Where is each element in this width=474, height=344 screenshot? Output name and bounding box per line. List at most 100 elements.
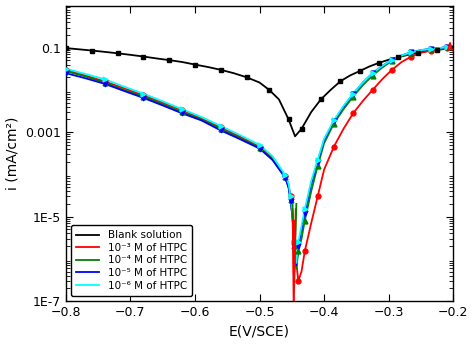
10⁻⁶ M of HTPC [302,207,308,211]
10⁻⁴ M of HTPC [299,237,304,241]
10⁻³ M of HTPC [257,145,263,149]
Line: 10⁻⁵ M of HTPC: 10⁻⁵ M of HTPC [66,46,453,265]
10⁻³ M of HTPC [450,45,456,49]
10⁻⁵ M of HTPC [121,89,127,93]
10⁻³ M of HTPC [389,68,395,72]
10⁻³ M of HTPC [315,194,320,198]
10⁻³ M of HTPC [399,60,404,64]
10⁻⁴ M of HTPC [315,164,320,168]
10⁻⁶ M of HTPC [299,224,304,228]
10⁻⁵ M of HTPC [331,119,337,123]
Blank solution [347,74,353,78]
10⁻⁴ M of HTPC [409,51,414,55]
10⁻⁵ M of HTPC [218,128,224,132]
Blank solution [309,110,314,114]
X-axis label: E(V/SCE): E(V/SCE) [229,324,290,338]
10⁻⁶ M of HTPC [350,92,356,96]
10⁻³ M of HTPC [428,49,434,53]
10⁻⁶ M of HTPC [82,72,88,76]
10⁻⁵ M of HTPC [302,211,308,215]
Blank solution [328,88,333,92]
10⁻⁴ M of HTPC [288,198,293,202]
Blank solution [376,61,382,65]
10⁻⁴ M of HTPC [121,88,127,92]
10⁻⁴ M of HTPC [379,65,385,69]
10⁻⁵ M of HTPC [293,263,299,267]
10⁻⁴ M of HTPC [428,47,434,51]
10⁻³ M of HTPC [409,54,414,58]
10⁻⁶ M of HTPC [399,53,404,57]
Blank solution [192,63,198,67]
Blank solution [286,117,292,121]
10⁻³ M of HTPC [379,77,385,81]
10⁻⁴ M of HTPC [295,249,301,254]
10⁻⁵ M of HTPC [82,76,88,80]
Line: 10⁻³ M of HTPC: 10⁻³ M of HTPC [66,47,453,281]
10⁻⁵ M of HTPC [283,176,288,180]
10⁻⁵ M of HTPC [438,46,443,50]
Blank solution [405,53,411,57]
10⁻³ M of HTPC [370,88,375,92]
10⁻⁵ M of HTPC [360,80,366,85]
10⁻⁴ M of HTPC [370,74,375,78]
10⁻⁴ M of HTPC [399,54,404,58]
10⁻⁶ M of HTPC [257,143,263,147]
10⁻⁴ M of HTPC [360,83,366,87]
10⁻³ M of HTPC [283,174,288,179]
10⁻⁵ M of HTPC [428,47,434,51]
10⁻⁵ M of HTPC [389,58,395,62]
10⁻⁴ M of HTPC [140,95,146,99]
10⁻⁵ M of HTPC [290,215,295,219]
10⁻⁴ M of HTPC [199,117,204,121]
10⁻³ M of HTPC [309,221,314,225]
10⁻³ M of HTPC [418,51,424,55]
10⁻⁴ M of HTPC [438,46,443,50]
10⁻⁶ M of HTPC [360,80,366,85]
10⁻³ M of HTPC [331,145,337,149]
10⁻⁶ M of HTPC [140,92,146,96]
10⁻⁴ M of HTPC [179,110,185,114]
10⁻⁶ M of HTPC [218,124,224,128]
10⁻⁶ M of HTPC [102,77,108,81]
Blank solution [299,127,304,131]
10⁻⁴ M of HTPC [309,189,314,193]
Blank solution [140,54,146,58]
10⁻⁴ M of HTPC [237,136,243,140]
10⁻³ M of HTPC [444,46,450,50]
10⁻³ M of HTPC [63,68,69,72]
Blank solution [292,134,298,138]
10⁻⁶ M of HTPC [286,182,292,186]
Blank solution [115,51,120,55]
Blank solution [128,53,133,57]
10⁻⁵ M of HTPC [418,48,424,52]
Blank solution [386,58,392,62]
10⁻³ M of HTPC [341,127,346,131]
Blank solution [450,46,456,50]
10⁻⁶ M of HTPC [444,45,450,49]
10⁻⁴ M of HTPC [302,219,308,223]
10⁻⁶ M of HTPC [199,115,204,119]
10⁻³ M of HTPC [295,279,301,283]
10⁻⁴ M of HTPC [160,102,165,106]
Blank solution [244,75,249,79]
Blank solution [357,69,363,73]
Blank solution [318,97,324,101]
Blank solution [337,79,343,84]
10⁻⁵ M of HTPC [286,186,292,190]
10⁻³ M of HTPC [321,168,327,172]
Line: 10⁻⁶ M of HTPC: 10⁻⁶ M of HTPC [66,46,453,263]
10⁻⁶ M of HTPC [409,50,414,54]
10⁻⁶ M of HTPC [295,240,301,244]
10⁻⁶ M of HTPC [63,67,69,71]
10⁻⁴ M of HTPC [286,185,292,189]
10⁻³ M of HTPC [199,117,204,121]
10⁻⁵ M of HTPC [309,182,314,186]
10⁻⁶ M of HTPC [309,179,314,183]
10⁻⁵ M of HTPC [379,64,385,68]
Blank solution [89,49,94,53]
10⁻³ M of HTPC [350,111,356,115]
10⁻³ M of HTPC [140,93,146,97]
10⁻⁴ M of HTPC [341,107,346,111]
Y-axis label: i (mA/cm²): i (mA/cm²) [6,117,19,190]
10⁻⁴ M of HTPC [290,215,295,219]
